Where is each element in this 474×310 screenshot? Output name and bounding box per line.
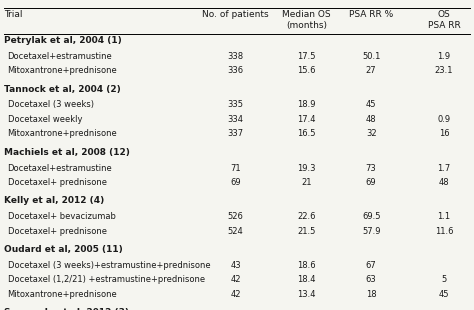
Text: 71: 71 — [230, 164, 241, 173]
Text: 69: 69 — [230, 178, 241, 187]
Text: Tannock et al, 2004 (2): Tannock et al, 2004 (2) — [4, 85, 120, 94]
Text: 19.3: 19.3 — [297, 164, 316, 173]
Text: 57.9: 57.9 — [362, 227, 381, 236]
Text: Docetaxel (3 weeks)+estramustine+prednisone: Docetaxel (3 weeks)+estramustine+prednis… — [8, 261, 210, 270]
Text: 50.1: 50.1 — [362, 52, 380, 61]
Text: PSA RR %: PSA RR % — [349, 10, 393, 19]
Text: 335: 335 — [228, 100, 244, 109]
Text: 18.9: 18.9 — [297, 100, 316, 109]
Text: 0.9: 0.9 — [438, 115, 451, 124]
Text: 17.4: 17.4 — [297, 115, 316, 124]
Text: 45: 45 — [439, 290, 449, 299]
Text: 17.5: 17.5 — [297, 52, 316, 61]
Text: 18.4: 18.4 — [297, 275, 316, 284]
Text: 18: 18 — [366, 290, 376, 299]
Text: 336: 336 — [228, 66, 244, 75]
Text: Median OS
(months): Median OS (months) — [283, 10, 331, 30]
Text: 21.5: 21.5 — [298, 227, 316, 236]
Text: 526: 526 — [228, 212, 244, 221]
Text: Mitoxantrone+prednisone: Mitoxantrone+prednisone — [8, 130, 118, 139]
Text: 22.6: 22.6 — [297, 212, 316, 221]
Text: 27: 27 — [366, 66, 376, 75]
Text: Trial: Trial — [4, 10, 22, 19]
Text: 32: 32 — [366, 130, 376, 139]
Text: 63: 63 — [366, 275, 376, 284]
Text: Kelly et al, 2012 (4): Kelly et al, 2012 (4) — [4, 196, 104, 205]
Text: 23.1: 23.1 — [435, 66, 454, 75]
Text: 338: 338 — [228, 52, 244, 61]
Text: 524: 524 — [228, 227, 244, 236]
Text: OS
PSA RR: OS PSA RR — [428, 10, 461, 30]
Text: Machiels et al, 2008 (12): Machiels et al, 2008 (12) — [4, 148, 130, 157]
Text: 5: 5 — [441, 275, 447, 284]
Text: 45: 45 — [366, 100, 376, 109]
Text: 42: 42 — [230, 290, 241, 299]
Text: 69: 69 — [366, 178, 376, 187]
Text: Sonpavde et al, 2012 (3): Sonpavde et al, 2012 (3) — [4, 308, 129, 310]
Text: Docetaxel+ bevacizumab: Docetaxel+ bevacizumab — [8, 212, 116, 221]
Text: Oudard et al, 2005 (11): Oudard et al, 2005 (11) — [4, 245, 123, 254]
Text: Docetaxel+ prednisone: Docetaxel+ prednisone — [8, 178, 107, 187]
Text: 1.1: 1.1 — [438, 212, 451, 221]
Text: Docetaxel (1,2/21) +estramustine+prednisone: Docetaxel (1,2/21) +estramustine+prednis… — [8, 275, 205, 284]
Text: 48: 48 — [366, 115, 376, 124]
Text: 73: 73 — [366, 164, 376, 173]
Text: Docetaxel+ prednisone: Docetaxel+ prednisone — [8, 227, 107, 236]
Text: 69.5: 69.5 — [362, 212, 381, 221]
Text: Petrylak et al, 2004 (1): Petrylak et al, 2004 (1) — [4, 36, 121, 45]
Text: 43: 43 — [230, 261, 241, 270]
Text: Docetaxel+estramustine: Docetaxel+estramustine — [8, 164, 112, 173]
Text: 48: 48 — [439, 178, 449, 187]
Text: 18.6: 18.6 — [297, 261, 316, 270]
Text: 1.7: 1.7 — [438, 164, 451, 173]
Text: 67: 67 — [366, 261, 376, 270]
Text: 16.5: 16.5 — [297, 130, 316, 139]
Text: 42: 42 — [230, 275, 241, 284]
Text: Mitoxantrone+prednisone: Mitoxantrone+prednisone — [8, 66, 118, 75]
Text: 13.4: 13.4 — [297, 290, 316, 299]
Text: 21: 21 — [301, 178, 312, 187]
Text: 337: 337 — [228, 130, 244, 139]
Text: Docetaxel (3 weeks): Docetaxel (3 weeks) — [8, 100, 93, 109]
Text: 1.9: 1.9 — [438, 52, 451, 61]
Text: 11.6: 11.6 — [435, 227, 454, 236]
Text: Docetaxel weekly: Docetaxel weekly — [8, 115, 82, 124]
Text: 16: 16 — [439, 130, 449, 139]
Text: No. of patients: No. of patients — [202, 10, 269, 19]
Text: Mitoxantrone+prednisone: Mitoxantrone+prednisone — [8, 290, 118, 299]
Text: 334: 334 — [228, 115, 244, 124]
Text: 15.6: 15.6 — [297, 66, 316, 75]
Text: Docetaxel+estramustine: Docetaxel+estramustine — [8, 52, 112, 61]
